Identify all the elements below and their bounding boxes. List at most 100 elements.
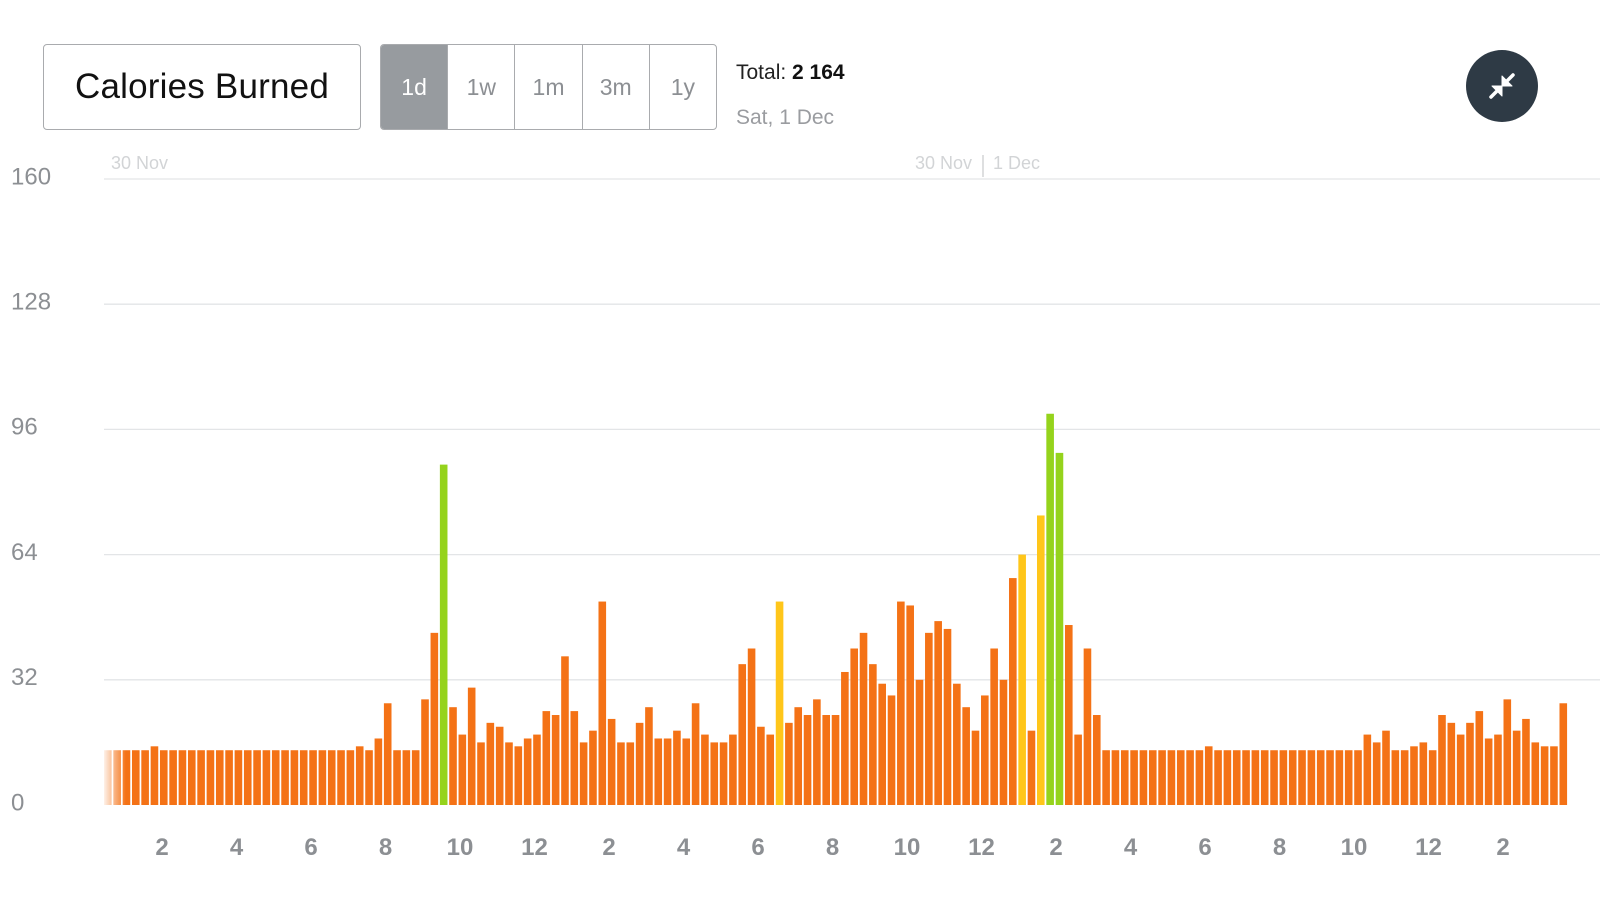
calorie-bar (1316, 750, 1325, 805)
calorie-bar (841, 671, 849, 805)
calorie-bar (178, 750, 187, 805)
calorie-bar (365, 750, 373, 805)
range-1m-button[interactable]: 1m (515, 45, 583, 129)
calorie-bar (1083, 648, 1092, 805)
day-boundary-label: 30 Nov (111, 153, 168, 173)
calorie-bar (1438, 715, 1446, 805)
calorie-bar (449, 707, 457, 805)
collapse-button[interactable] (1466, 50, 1538, 122)
collapse-arrows-icon (1489, 73, 1515, 99)
x-tick-label: 2 (1496, 834, 1509, 861)
calorie-bar (1046, 413, 1054, 805)
calorie-bar (281, 750, 289, 805)
y-tick-label: 160 (11, 163, 51, 190)
calorie-bar (617, 742, 625, 805)
calorie-bar (1512, 730, 1521, 805)
calorie-bar (691, 703, 700, 805)
calorie-bar (402, 750, 411, 805)
y-tick-label: 64 (11, 539, 38, 566)
calorie-bar (822, 715, 831, 805)
calorie-bar (645, 707, 653, 805)
calorie-bar (1372, 742, 1381, 805)
calorie-bar (215, 750, 224, 805)
calorie-bar (1074, 734, 1082, 805)
calorie-bar (719, 742, 728, 805)
x-tick-label: 8 (826, 834, 839, 861)
calorie-bar (766, 734, 775, 805)
calorie-bar (411, 750, 420, 805)
calorie-bar (169, 750, 177, 805)
calorie-bar (626, 742, 635, 805)
calorie-bar (505, 742, 513, 805)
calorie-bar (1522, 718, 1530, 805)
calorie-bar (710, 742, 719, 805)
left-fade-overlay (104, 700, 126, 808)
calorie-bar (159, 750, 168, 805)
calorie-bar (794, 707, 803, 805)
total-value: 2 164 (792, 61, 845, 84)
calorie-bar (813, 699, 821, 805)
calorie-bar (579, 742, 588, 805)
calorie-bar (953, 683, 961, 805)
calorie-bar (729, 734, 737, 805)
calorie-bar (682, 738, 691, 805)
x-tick-label: 12 (521, 834, 548, 861)
calorie-bar (1251, 750, 1260, 805)
calorie-bar (785, 722, 793, 805)
calorie-bar (869, 664, 877, 805)
calorie-bar (897, 601, 905, 805)
calorie-bar (1009, 578, 1017, 805)
calorie-bar (1494, 734, 1502, 805)
calorie-bar (1232, 750, 1241, 805)
calorie-bar (290, 750, 299, 805)
range-1d-button[interactable]: 1d (381, 45, 449, 129)
calorie-bar (197, 750, 205, 805)
calorie-bar (1466, 722, 1474, 805)
calorie-bar (598, 601, 607, 805)
calorie-bar (1111, 750, 1120, 805)
range-1y-button[interactable]: 1y (670, 73, 696, 100)
calorie-bar (551, 715, 560, 805)
calorie-bar (850, 648, 858, 805)
calorie-bar (439, 464, 448, 805)
calorie-bar (1223, 750, 1232, 805)
calorie-bar (1186, 750, 1194, 805)
calorie-bar (1428, 750, 1437, 805)
range-1w-button[interactable]: 1w (448, 45, 516, 129)
calorie-bar (1260, 750, 1269, 805)
calorie-bar (187, 750, 196, 805)
calorie-bar (1447, 722, 1456, 805)
x-tick-label: 8 (1273, 834, 1286, 861)
calorie-bar (421, 699, 429, 805)
calorie-bar (701, 734, 709, 805)
calorie-bar (131, 750, 140, 805)
range-3m-button[interactable]: 3m (583, 45, 650, 129)
calorie-bar (1559, 703, 1568, 805)
calorie-bar (654, 738, 663, 805)
calorie-bar (635, 722, 644, 805)
calorie-bar (1279, 750, 1288, 805)
calorie-bar (943, 628, 952, 805)
x-tick-label: 10 (1341, 834, 1368, 861)
calorie-bar (1195, 750, 1204, 805)
x-tick-label: 10 (447, 834, 474, 861)
calorie-bar (999, 679, 1008, 805)
calorie-bar (1456, 734, 1465, 805)
calorie-bar (122, 750, 131, 805)
calorie-bar (1363, 734, 1372, 805)
calorie-bar (1484, 738, 1493, 805)
calorie-bar (393, 750, 401, 805)
x-tick-label: 4 (677, 834, 691, 861)
y-tick-label: 128 (11, 289, 51, 316)
calorie-bar (318, 750, 327, 805)
calorie-bar (458, 734, 467, 805)
calorie-bar (1419, 742, 1428, 805)
calorie-bar (1214, 750, 1222, 805)
day-boundary-label: 30 Nov (915, 153, 972, 173)
calorie-bar (355, 746, 364, 805)
x-tick-label: 6 (304, 834, 317, 861)
calorie-bar (309, 750, 317, 805)
y-tick-label: 96 (11, 414, 38, 441)
calorie-bar (570, 711, 579, 805)
calorie-bar (523, 738, 532, 805)
